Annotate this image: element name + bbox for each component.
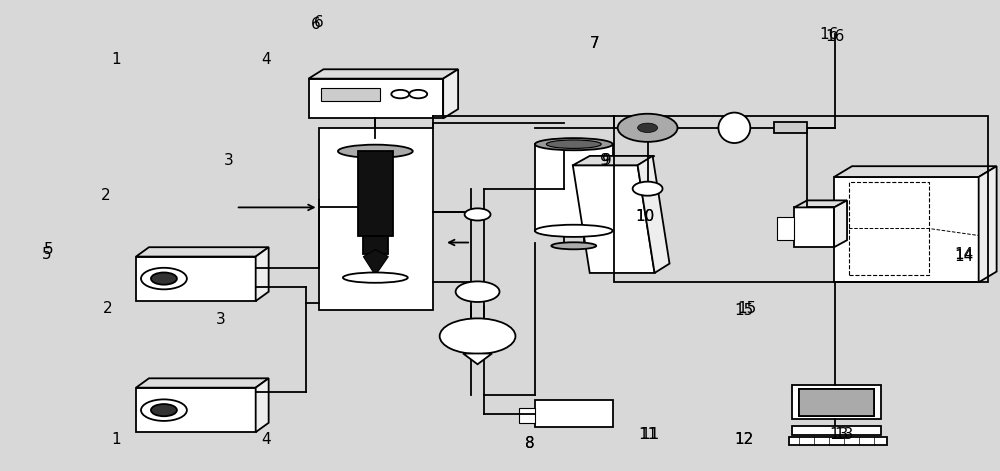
Polygon shape xyxy=(309,69,458,79)
Polygon shape xyxy=(136,247,269,257)
Text: 15: 15 xyxy=(735,303,754,318)
Circle shape xyxy=(618,114,678,142)
Circle shape xyxy=(151,273,177,284)
Bar xyxy=(535,400,613,428)
Circle shape xyxy=(638,123,658,132)
Text: 13: 13 xyxy=(834,427,854,442)
Circle shape xyxy=(391,90,409,98)
Polygon shape xyxy=(256,247,269,301)
Bar xyxy=(849,182,929,275)
Text: 8: 8 xyxy=(525,436,535,451)
Polygon shape xyxy=(638,156,670,273)
Polygon shape xyxy=(256,378,269,432)
Polygon shape xyxy=(834,166,997,177)
Bar xyxy=(363,236,388,254)
Polygon shape xyxy=(573,165,655,273)
Ellipse shape xyxy=(535,225,613,237)
Bar xyxy=(614,116,988,282)
Text: 10: 10 xyxy=(635,209,654,224)
Bar xyxy=(535,144,613,231)
Polygon shape xyxy=(794,200,847,207)
Bar xyxy=(792,426,881,435)
Circle shape xyxy=(440,318,515,354)
Text: 6: 6 xyxy=(311,17,320,32)
Bar xyxy=(799,389,874,416)
Text: 7: 7 xyxy=(590,36,600,51)
Text: 2: 2 xyxy=(101,188,111,203)
Polygon shape xyxy=(979,166,997,282)
Text: 3: 3 xyxy=(224,153,234,168)
Polygon shape xyxy=(443,69,458,118)
Ellipse shape xyxy=(535,138,613,150)
Polygon shape xyxy=(363,250,388,275)
Bar xyxy=(136,388,256,432)
Text: 8: 8 xyxy=(525,436,535,451)
Circle shape xyxy=(141,268,187,289)
Bar xyxy=(519,408,535,423)
Text: 3: 3 xyxy=(216,312,226,327)
Ellipse shape xyxy=(338,145,413,158)
Text: 10: 10 xyxy=(635,209,654,224)
Text: 5: 5 xyxy=(43,242,53,257)
Circle shape xyxy=(141,399,187,421)
Text: 12: 12 xyxy=(735,432,754,447)
Bar xyxy=(794,207,834,247)
Text: 11: 11 xyxy=(640,427,659,442)
Ellipse shape xyxy=(551,242,596,249)
Text: 16: 16 xyxy=(825,29,845,44)
Polygon shape xyxy=(834,200,847,247)
Text: 1: 1 xyxy=(111,432,121,447)
Bar xyxy=(320,88,380,101)
Circle shape xyxy=(409,90,427,98)
Text: 6: 6 xyxy=(314,15,323,30)
Ellipse shape xyxy=(718,113,750,143)
Bar xyxy=(309,79,443,118)
Text: 5: 5 xyxy=(41,247,51,262)
Bar xyxy=(799,389,874,416)
Text: 9: 9 xyxy=(600,153,610,168)
Text: 13: 13 xyxy=(829,427,849,442)
Text: 1: 1 xyxy=(111,52,121,67)
Ellipse shape xyxy=(546,140,601,148)
Circle shape xyxy=(633,182,663,196)
Ellipse shape xyxy=(343,273,408,283)
Bar xyxy=(319,128,433,310)
Bar xyxy=(774,122,807,133)
Polygon shape xyxy=(463,354,492,364)
Bar xyxy=(777,217,794,240)
Circle shape xyxy=(456,281,500,302)
Polygon shape xyxy=(136,378,269,388)
Text: 15: 15 xyxy=(738,300,757,316)
Bar xyxy=(358,151,393,236)
Text: 16: 16 xyxy=(819,27,839,41)
Text: 2: 2 xyxy=(103,300,113,316)
Text: 11: 11 xyxy=(638,427,657,442)
Bar xyxy=(792,385,881,419)
Bar xyxy=(789,437,887,445)
Text: 7: 7 xyxy=(590,36,600,51)
Polygon shape xyxy=(573,156,655,165)
Bar xyxy=(136,257,256,301)
Circle shape xyxy=(151,404,177,416)
Text: 12: 12 xyxy=(735,432,754,447)
Text: 4: 4 xyxy=(261,432,270,447)
Text: 9: 9 xyxy=(602,153,612,168)
Text: 14: 14 xyxy=(954,247,973,262)
Text: 4: 4 xyxy=(261,52,270,67)
Circle shape xyxy=(465,208,491,220)
Text: 14: 14 xyxy=(954,249,973,264)
Bar xyxy=(834,177,979,282)
